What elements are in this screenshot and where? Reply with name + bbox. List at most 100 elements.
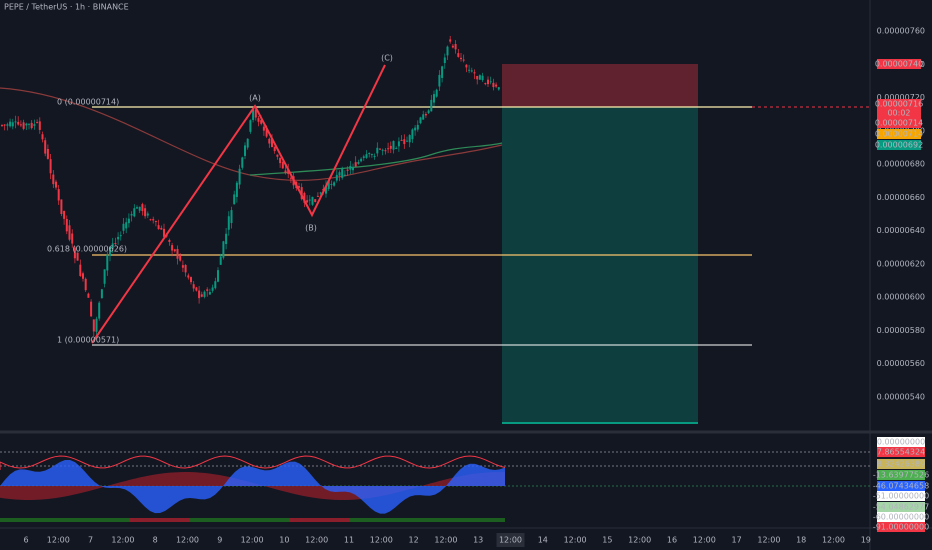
candle bbox=[487, 79, 489, 85]
candle bbox=[65, 218, 68, 232]
fib-label: 1 (0.00000571) bbox=[57, 336, 119, 345]
candle bbox=[395, 147, 398, 149]
osc-badge bbox=[877, 491, 925, 501]
time-tick: 14 bbox=[538, 536, 548, 545]
candle bbox=[55, 181, 57, 188]
osc-badge-text: -60.00000000 bbox=[873, 513, 929, 522]
candle bbox=[284, 170, 287, 174]
candle bbox=[449, 39, 452, 42]
candle bbox=[179, 255, 182, 261]
candle bbox=[362, 156, 365, 158]
candle bbox=[252, 109, 255, 120]
price-badge bbox=[877, 59, 921, 69]
candle bbox=[119, 235, 122, 237]
price-badge bbox=[877, 140, 921, 150]
candle bbox=[438, 74, 441, 87]
candle bbox=[300, 187, 303, 199]
candle bbox=[416, 124, 419, 130]
candle bbox=[346, 169, 349, 171]
symbol-header: PEPE / TetherUS · 1h · BINANCE bbox=[4, 3, 129, 12]
osc-badge-text: 7.86554324 bbox=[877, 448, 925, 457]
candle bbox=[87, 293, 90, 298]
candle bbox=[319, 192, 322, 194]
candle bbox=[476, 76, 479, 80]
candle bbox=[92, 319, 95, 332]
candle bbox=[28, 123, 30, 125]
time-tick: 7 bbox=[88, 536, 93, 545]
osc-bar-red bbox=[130, 518, 190, 522]
candle bbox=[484, 83, 487, 85]
time-tick: 12:00 bbox=[305, 536, 328, 545]
time-tick: 12:00 bbox=[47, 536, 70, 545]
candle bbox=[146, 213, 149, 216]
candle bbox=[457, 53, 460, 57]
osc-badge bbox=[877, 512, 925, 522]
candle bbox=[408, 135, 411, 143]
fib-label: 0 (0.00000714) bbox=[57, 98, 119, 107]
time-tick: 6 bbox=[23, 536, 28, 545]
candle bbox=[249, 120, 252, 132]
candle bbox=[468, 69, 471, 71]
candle bbox=[338, 172, 341, 176]
candle bbox=[489, 81, 492, 83]
candle bbox=[1, 124, 3, 126]
osc-badge bbox=[877, 447, 925, 457]
candle bbox=[117, 236, 120, 240]
wave-label: (B) bbox=[305, 224, 317, 233]
candle bbox=[227, 216, 230, 230]
candle bbox=[111, 243, 114, 249]
candle bbox=[44, 140, 47, 154]
candle bbox=[316, 195, 319, 197]
osc-badge bbox=[877, 502, 925, 512]
candle bbox=[341, 168, 344, 178]
candle bbox=[152, 219, 155, 221]
wave-line bbox=[91, 64, 386, 344]
candle bbox=[176, 248, 179, 259]
candle bbox=[125, 222, 128, 229]
candle bbox=[276, 154, 279, 157]
candle bbox=[325, 185, 327, 194]
candle bbox=[424, 113, 427, 116]
price-badge bbox=[877, 99, 921, 109]
price-tick: 0.00000760 bbox=[877, 27, 925, 36]
candle bbox=[311, 196, 314, 205]
candle bbox=[6, 124, 9, 126]
candle bbox=[451, 45, 454, 48]
candle bbox=[214, 281, 217, 289]
candle bbox=[52, 174, 55, 185]
candle bbox=[49, 159, 52, 174]
time-tick: 12:00 bbox=[499, 536, 522, 545]
candle bbox=[365, 154, 368, 158]
candle bbox=[73, 247, 76, 259]
candle bbox=[154, 221, 157, 223]
osc-badge bbox=[877, 459, 925, 469]
target-zone bbox=[502, 107, 698, 423]
candle bbox=[144, 208, 147, 217]
candle bbox=[127, 218, 130, 224]
time-tick: 12:00 bbox=[111, 536, 134, 545]
candle bbox=[68, 225, 71, 240]
candle bbox=[233, 194, 236, 205]
candle bbox=[389, 145, 392, 149]
candle bbox=[38, 121, 41, 130]
candle bbox=[195, 287, 198, 291]
candle bbox=[173, 249, 176, 252]
candle bbox=[79, 264, 82, 276]
candle bbox=[36, 122, 39, 124]
price-tick: 0.00000560 bbox=[877, 359, 925, 368]
candles bbox=[1, 35, 500, 338]
candle bbox=[271, 138, 273, 148]
oscillator bbox=[0, 451, 870, 522]
candle bbox=[19, 124, 22, 126]
candle bbox=[198, 290, 201, 299]
price-tick: 0.00000640 bbox=[877, 226, 925, 235]
candle bbox=[203, 291, 206, 297]
candle bbox=[478, 75, 481, 80]
wave-label: (A) bbox=[249, 94, 261, 103]
price-badge-text: 0.00000714 bbox=[875, 119, 923, 128]
time-tick: 18 bbox=[796, 536, 806, 545]
candle bbox=[90, 301, 93, 317]
candle bbox=[298, 186, 300, 188]
candle bbox=[141, 204, 144, 212]
candle bbox=[281, 162, 284, 169]
